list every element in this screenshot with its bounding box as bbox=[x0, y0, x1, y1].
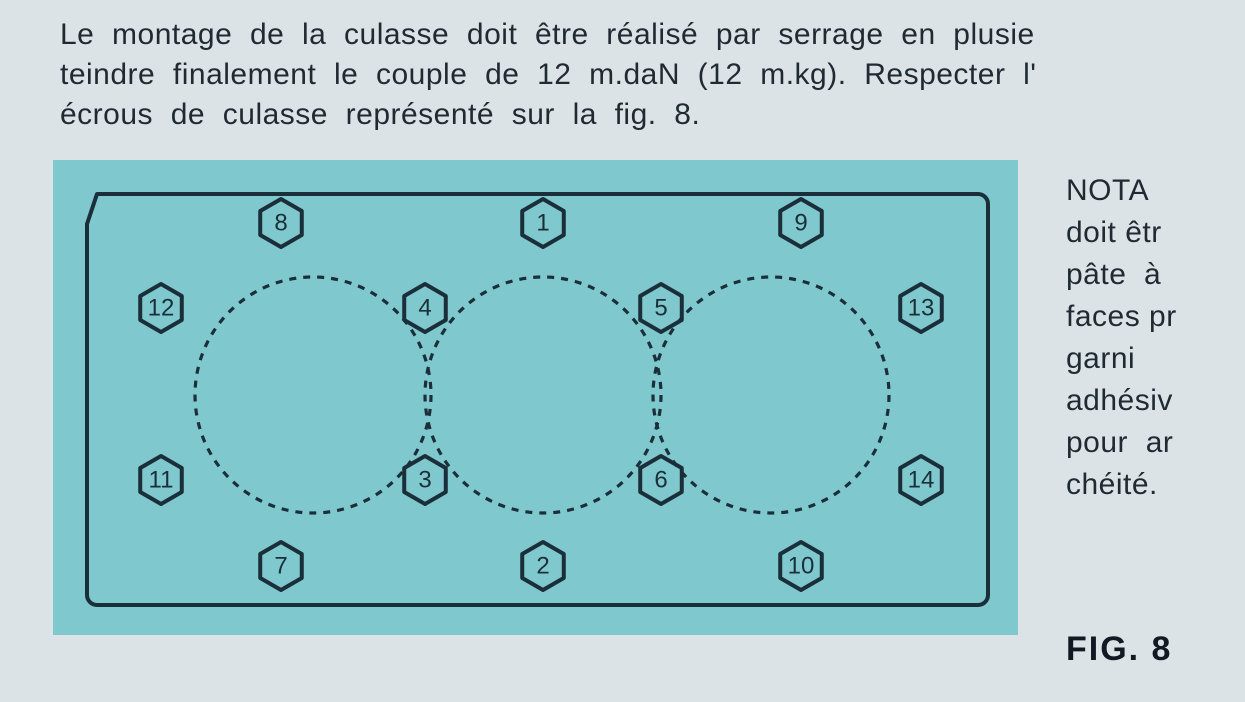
nota-line: pâte à bbox=[1066, 254, 1245, 296]
nut-label: 8 bbox=[274, 210, 287, 237]
nut-label: 10 bbox=[788, 553, 815, 580]
nota-line: NOTA bbox=[1066, 170, 1245, 212]
nut-label: 11 bbox=[149, 467, 174, 494]
nut-label: 4 bbox=[418, 295, 431, 322]
nota-line: pour ar bbox=[1066, 422, 1245, 464]
body-line-1: Le montage de la culasse doit être réali… bbox=[60, 18, 1035, 52]
nota-line: chéité. bbox=[1066, 464, 1245, 506]
nota-column: NOTAdoit êtrpâte àfaces prgarni adhésivp… bbox=[1066, 170, 1245, 506]
nut-label: 1 bbox=[536, 210, 549, 237]
nut-label: 12 bbox=[148, 295, 175, 322]
body-line-2: teindre finalement le couple de 12 m.daN… bbox=[60, 58, 1037, 92]
nut-label: 7 bbox=[274, 553, 287, 580]
nut-label: 5 bbox=[654, 295, 667, 322]
nut-label: 2 bbox=[536, 553, 549, 580]
nota-line: doit êtr bbox=[1066, 212, 1245, 254]
nut-label: 13 bbox=[908, 295, 935, 322]
nut-label: 6 bbox=[654, 467, 667, 494]
figure-label: FIG. 8 bbox=[1066, 630, 1172, 669]
head-torque-diagram: 8 1 9 12 4 5 13 11 3 6 14 7 2 10 bbox=[53, 160, 1018, 635]
nut-label: 9 bbox=[794, 210, 807, 237]
page: Le montage de la culasse doit être réali… bbox=[0, 0, 1245, 702]
nut-label: 14 bbox=[908, 467, 935, 494]
nota-line: adhésiv bbox=[1066, 380, 1245, 422]
nota-line: garni bbox=[1066, 338, 1245, 380]
nut-label: 3 bbox=[418, 467, 431, 494]
nota-line: faces pr bbox=[1066, 296, 1245, 338]
body-line-3: écrous de culasse représenté sur la fig.… bbox=[60, 98, 700, 132]
diagram-svg: 8 1 9 12 4 5 13 11 3 6 14 7 2 10 bbox=[53, 160, 1018, 635]
